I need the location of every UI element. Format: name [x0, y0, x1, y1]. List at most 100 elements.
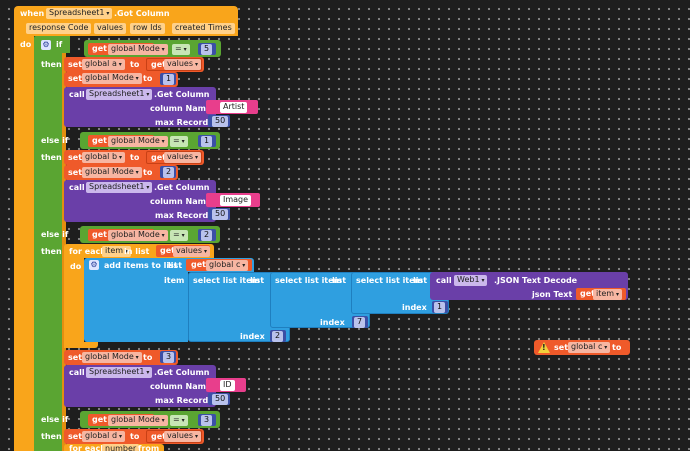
var-dropdown[interactable]: global Mode	[82, 167, 142, 178]
else-if-label-2: else if	[41, 230, 69, 239]
var-dropdown[interactable]: global c	[206, 260, 249, 271]
event-block-got-column[interactable]: when Spreadsheet1 .Got Column response C…	[14, 6, 238, 36]
list-label: list	[332, 276, 347, 285]
call-label: call	[69, 183, 85, 192]
index-label: index	[320, 318, 345, 327]
then-label-2: then	[41, 153, 62, 162]
set-label: set	[68, 153, 83, 162]
number-value[interactable]: 1	[163, 74, 175, 85]
to-label: to	[130, 153, 140, 162]
number-value[interactable]: 5	[201, 44, 213, 55]
string-value[interactable]: Artist	[220, 102, 248, 113]
event-component-dropdown[interactable]: Spreadsheet1	[46, 8, 113, 19]
list-label: list	[250, 276, 265, 285]
var-dropdown[interactable]: global b	[82, 152, 125, 163]
for-each-spine	[64, 258, 84, 348]
var-dropdown[interactable]: global Mode	[82, 73, 142, 84]
set-label: set	[68, 168, 83, 177]
loop-do-label: do	[70, 262, 82, 271]
number-value[interactable]: 1	[434, 302, 446, 313]
item-socket-label: item	[164, 276, 185, 285]
for-each-label: for each	[69, 247, 106, 256]
then-label-4: then	[41, 432, 62, 441]
select-list-item-label: select list item	[356, 276, 423, 285]
number-value[interactable]: 50	[212, 394, 229, 405]
get-label: get	[151, 60, 166, 69]
param-values[interactable]: values	[94, 23, 127, 34]
warning-icon[interactable]	[538, 342, 550, 353]
get-label: get	[580, 289, 595, 298]
component-dropdown[interactable]: Spreadsheet1	[86, 367, 153, 378]
for-each-bottom	[64, 342, 98, 348]
get-label: get	[160, 246, 175, 255]
var-dropdown[interactable]: item	[593, 289, 622, 300]
mutator-gear-icon[interactable]: ⚙	[89, 260, 99, 270]
var-dropdown[interactable]: values	[173, 246, 210, 257]
var-dropdown[interactable]: values	[164, 152, 201, 163]
to-label: to	[143, 168, 153, 177]
operator-dropdown[interactable]: =	[172, 44, 190, 55]
operator-dropdown[interactable]: =	[170, 136, 188, 147]
operator-dropdown[interactable]: =	[170, 415, 188, 426]
param-created-times[interactable]: created Times	[172, 23, 235, 34]
set-label: set	[68, 74, 83, 83]
operator-dropdown[interactable]: =	[170, 230, 188, 241]
number-value[interactable]: 2	[163, 167, 175, 178]
compare-block-1[interactable]: get global Mode = 5	[84, 40, 221, 57]
string-value[interactable]: ID	[220, 380, 235, 391]
add-items-body	[84, 272, 188, 342]
var-dropdown[interactable]: global c	[568, 342, 611, 353]
var-dropdown[interactable]: global Mode	[108, 44, 168, 55]
compare-block-4[interactable]: get global Mode = 3	[80, 411, 220, 428]
param-response-code[interactable]: response Code	[26, 23, 92, 34]
to-label: to	[612, 343, 622, 352]
var-dropdown[interactable]: global Mode	[108, 415, 168, 426]
compare-block-2[interactable]: get global Mode = 1	[80, 132, 220, 149]
mutator-gear-icon[interactable]: ⚙	[41, 40, 51, 50]
index-label: index	[240, 332, 265, 341]
event-do-label: do	[20, 40, 32, 49]
string-value[interactable]: Image	[220, 195, 252, 206]
get-label: get	[92, 415, 107, 424]
var-dropdown[interactable]: values	[164, 59, 201, 70]
loop-var-dropdown[interactable]: item	[102, 246, 131, 257]
max-record-label: max Record	[155, 396, 209, 405]
json-text-label: json Text	[532, 290, 573, 299]
for-each-label: for each	[69, 444, 106, 451]
number-value[interactable]: 1	[201, 136, 213, 147]
var-dropdown[interactable]: values	[164, 431, 201, 442]
loop-var-dropdown[interactable]: number	[102, 444, 140, 451]
column-name-label: column Name	[150, 104, 212, 113]
number-value[interactable]: 3	[163, 352, 175, 363]
method-name: .Get Column	[154, 368, 210, 377]
if-label: if	[56, 40, 63, 49]
component-dropdown[interactable]: Web1	[454, 275, 488, 286]
var-dropdown[interactable]: global Mode	[108, 136, 168, 147]
var-dropdown[interactable]: global Mode	[108, 230, 168, 241]
number-value[interactable]: 2	[201, 230, 213, 241]
var-dropdown[interactable]: global d	[82, 431, 125, 442]
number-value[interactable]: 2	[272, 331, 284, 342]
call-label: call	[69, 368, 85, 377]
list-label: list	[413, 276, 428, 285]
else-if-label-1: else if	[41, 136, 69, 145]
then-label-3: then	[41, 247, 62, 256]
list-label: list	[168, 261, 183, 270]
number-value[interactable]: 50	[212, 209, 229, 220]
if-block[interactable]	[34, 36, 70, 53]
var-dropdown[interactable]: global Mode	[82, 352, 142, 363]
method-name: .Get Column	[154, 90, 210, 99]
get-label: get	[92, 230, 107, 239]
component-dropdown[interactable]: Spreadsheet1	[86, 182, 153, 193]
select-list-item-label: select list item	[275, 276, 342, 285]
number-value[interactable]: 7	[354, 317, 366, 328]
select-list-item-label: select list item	[193, 276, 260, 285]
number-value[interactable]: 3	[201, 415, 213, 426]
number-value[interactable]: 50	[212, 116, 229, 127]
component-dropdown[interactable]: Spreadsheet1	[86, 89, 153, 100]
var-dropdown[interactable]: global a	[82, 59, 125, 70]
compare-block-3[interactable]: get global Mode = 2	[80, 226, 220, 243]
to-label: to	[143, 353, 153, 362]
event-do-spine	[14, 36, 34, 451]
param-row-ids[interactable]: row Ids	[130, 23, 165, 34]
